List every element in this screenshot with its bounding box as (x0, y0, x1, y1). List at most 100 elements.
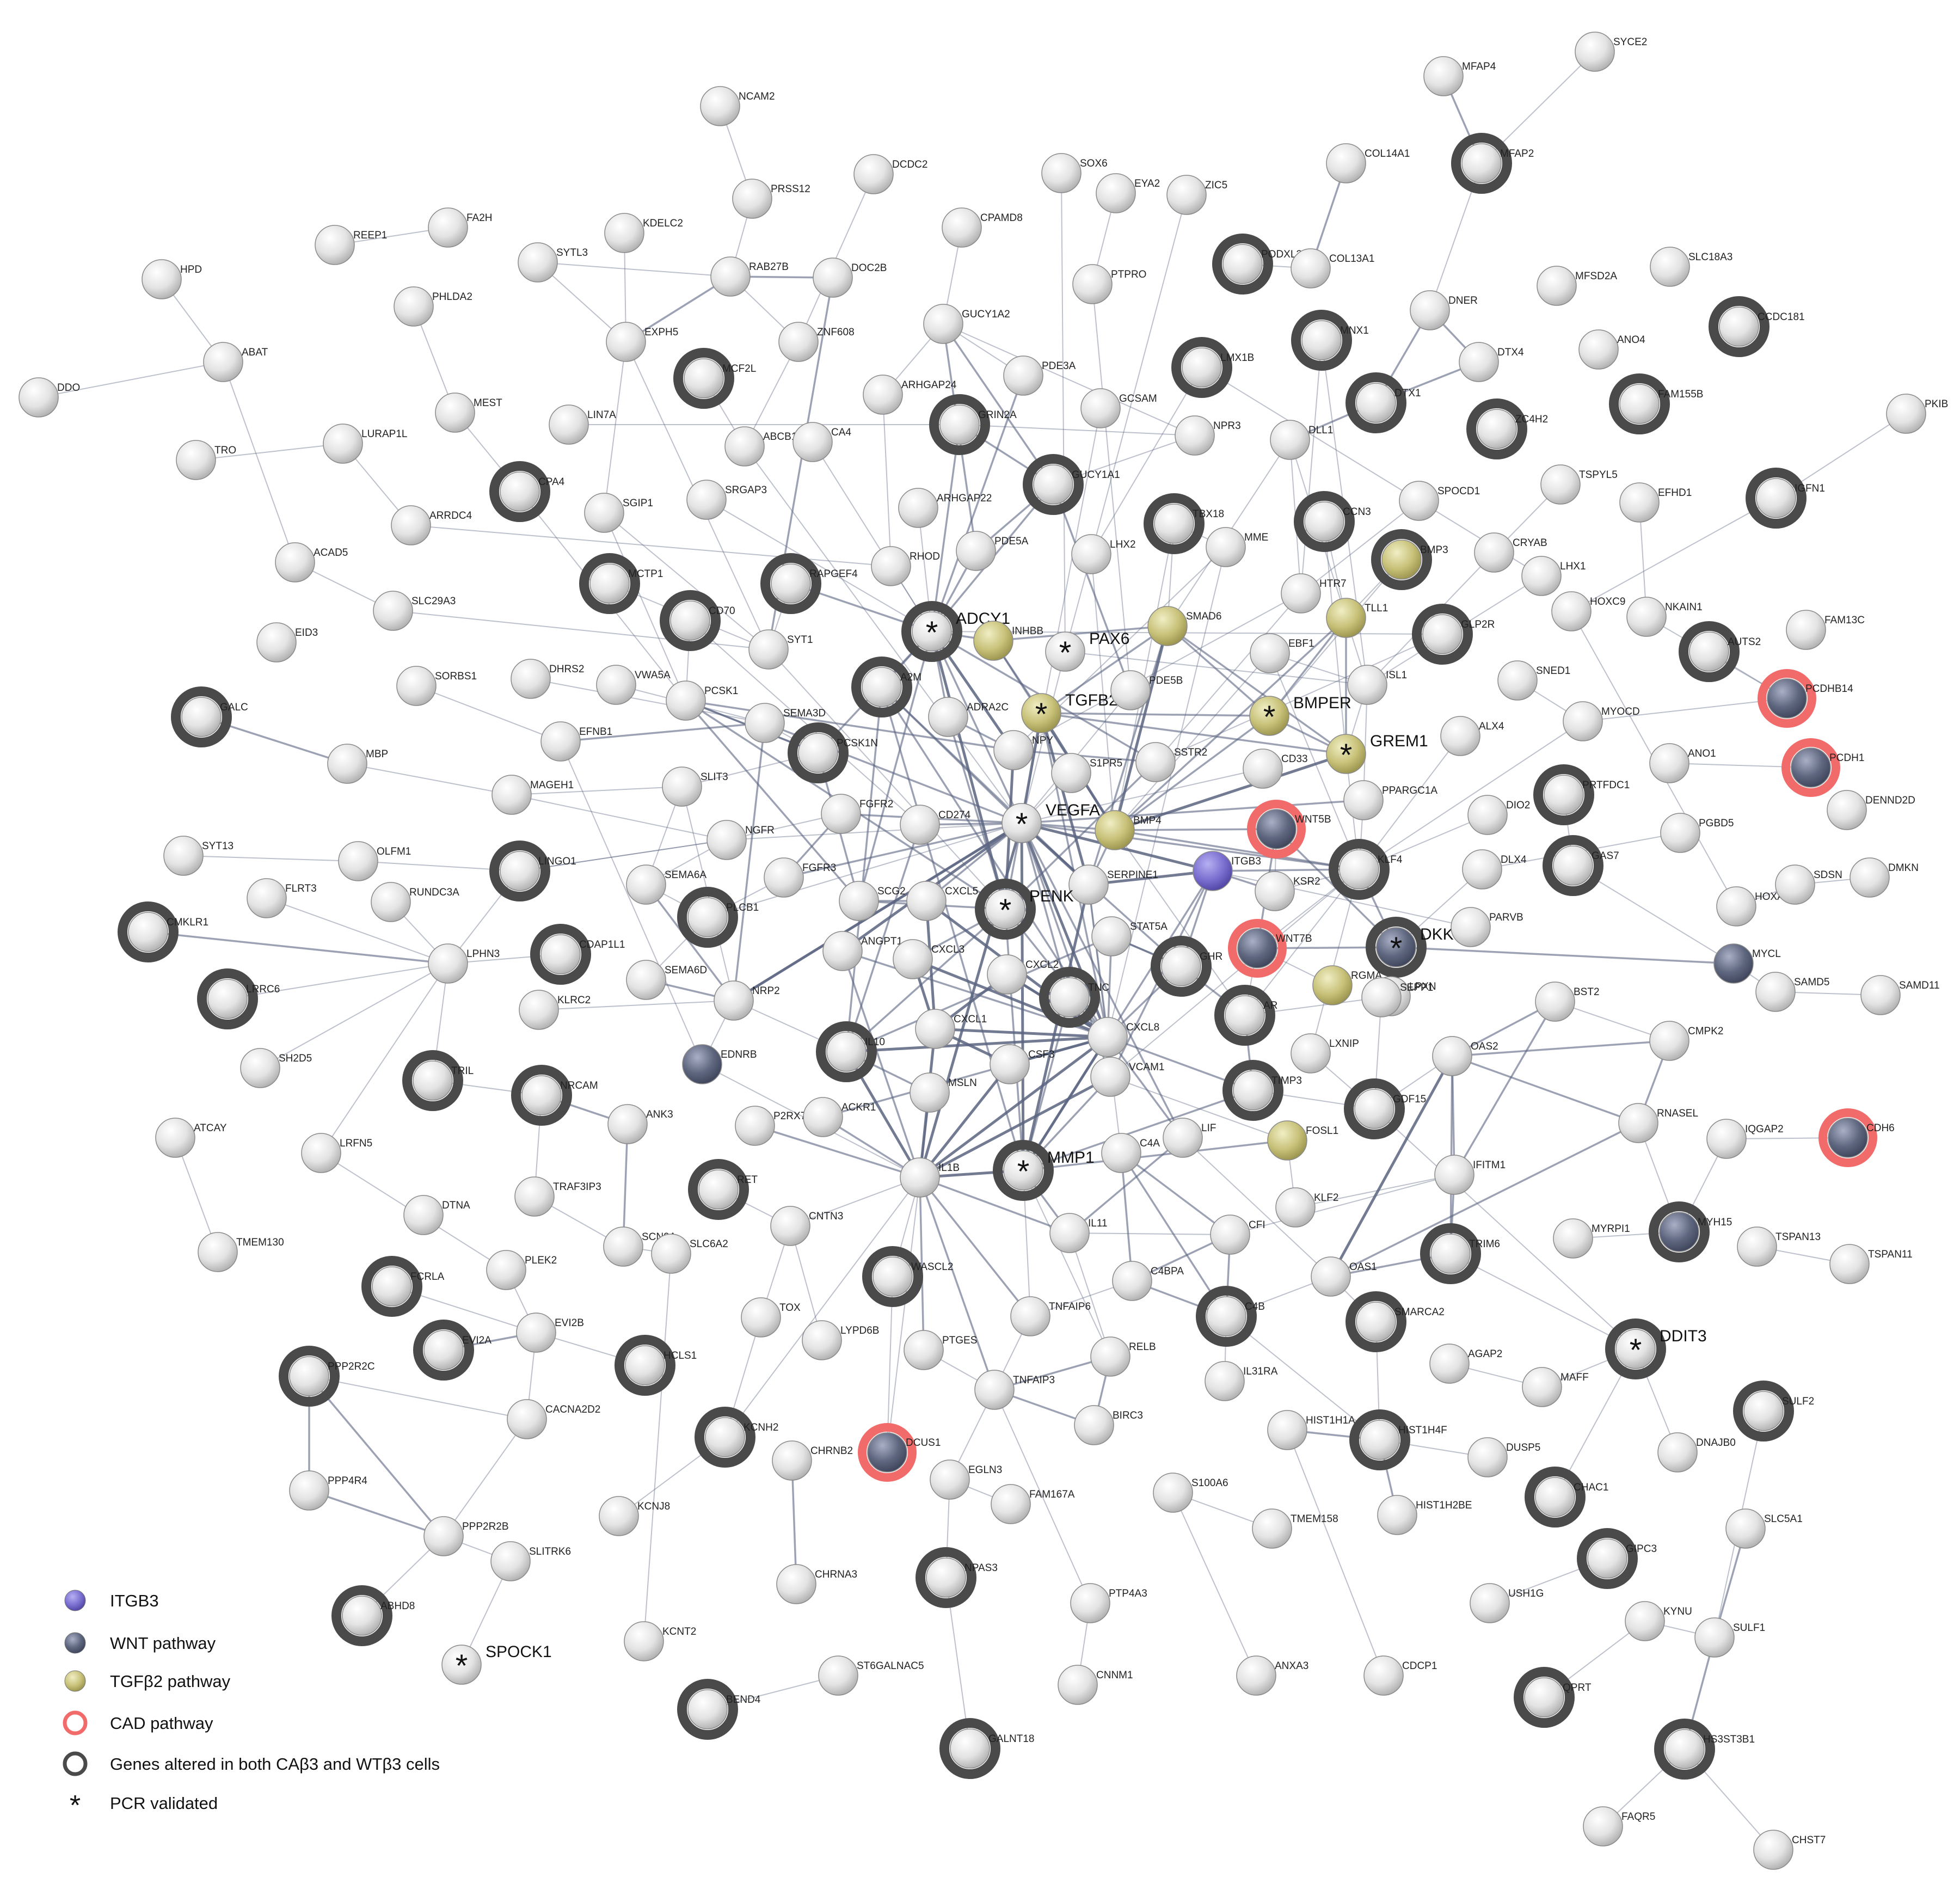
node-ednrb[interactable]: EDNRB (682, 1044, 757, 1084)
node-hoxc9[interactable]: HOXC9 (1551, 591, 1625, 631)
node-ano4[interactable]: ANO4 (1578, 329, 1645, 370)
node-sstr2[interactable]: SSTR2 (1135, 742, 1207, 782)
node-cxcl3[interactable]: CXCL3 (893, 939, 964, 979)
node-efhd1[interactable]: EFHD1 (1619, 482, 1692, 523)
node-anxa3[interactable]: ANXA3 (1236, 1655, 1308, 1696)
node-eid3[interactable]: EID3 (256, 622, 318, 663)
node-s1pr5[interactable]: S1PR5 (1051, 753, 1122, 793)
node-abat[interactable]: ABAT (203, 342, 268, 382)
node-faqr5[interactable]: FAQR5 (1583, 1806, 1655, 1847)
node-vegfa[interactable]: * VEGFA (1001, 801, 1100, 843)
node-mcf2l[interactable]: MCF2L (673, 348, 756, 409)
node-ngfr[interactable]: NGFR (706, 820, 775, 860)
node-fam155b[interactable]: FAM155B (1609, 373, 1703, 434)
node-acad5[interactable]: ACAD5 (275, 542, 348, 582)
node-ret[interactable]: RET (688, 1159, 758, 1220)
node-csf3[interactable]: CSF3 (990, 1044, 1055, 1084)
node-samd11[interactable]: SAMD11 (1860, 975, 1940, 1015)
node-wnt7b[interactable]: WNT7B (1228, 919, 1312, 978)
node-ptp4a3[interactable]: PTP4A3 (1070, 1583, 1147, 1623)
node-tll1[interactable]: TLL1 (1326, 598, 1388, 638)
node-evi2b[interactable]: EVI2B (516, 1312, 584, 1353)
node-bmper[interactable]: * BMPER (1249, 694, 1351, 736)
node-klrc2[interactable]: KLRC2 (519, 990, 591, 1030)
node-slitrk6[interactable]: SLITRK6 (490, 1541, 571, 1581)
node-cryab[interactable]: CRYAB (1474, 532, 1547, 573)
node-ppargc1a[interactable]: PPARGC1A (1343, 780, 1437, 820)
node-ddo[interactable]: DDO (19, 377, 80, 418)
node-cntn3[interactable]: CNTN3 (770, 1206, 843, 1246)
node-lin7a[interactable]: LIN7A (549, 404, 616, 445)
node-syce2[interactable]: SYCE2 (1575, 32, 1647, 72)
node-slit3[interactable]: SLIT3 (662, 766, 728, 807)
node-tgfb2[interactable]: * TGFB2 (1021, 691, 1118, 733)
node-abhd8[interactable]: ABHD8 (331, 1585, 415, 1646)
node-prtfdc1[interactable]: PRTFDC1 (1533, 764, 1630, 825)
node-npy[interactable]: NPY (993, 730, 1053, 770)
node-lurap1l[interactable]: LURAP1L (323, 424, 408, 464)
node-col14a1[interactable]: COL14A1 (1326, 143, 1410, 183)
node-cdh6[interactable]: CDH6 (1818, 1108, 1895, 1167)
node-glp2r[interactable]: GLP2R (1412, 604, 1495, 665)
node-chst7[interactable]: CHST7 (1753, 1830, 1826, 1870)
node-mest[interactable]: MEST (435, 392, 502, 433)
node-chrnb2[interactable]: CHRNB2 (772, 1440, 853, 1481)
node-cmpk2[interactable]: CMPK2 (1649, 1021, 1723, 1061)
node-plek2[interactable]: PLEK2 (486, 1250, 557, 1290)
node-lrrc6[interactable]: LRRC6 (197, 968, 280, 1029)
node-auts2[interactable]: AUTS2 (1679, 621, 1761, 682)
node-parvb[interactable]: PARVB (1451, 907, 1523, 947)
node-phlda2[interactable]: PHLDA2 (394, 286, 472, 327)
node-tnfaip6[interactable]: TNFAIP6 (1010, 1296, 1091, 1336)
node-kynu[interactable]: KYNU (1625, 1601, 1692, 1641)
node-ptges[interactable]: PTGES (904, 1330, 977, 1370)
node-cdap1l1[interactable]: CDAP1L1 (530, 924, 625, 985)
node-egln3[interactable]: EGLN3 (930, 1459, 1002, 1500)
node-gas7[interactable]: GAS7 (1543, 835, 1619, 896)
node-mfsd2a[interactable]: MFSD2A (1537, 266, 1617, 306)
node-tmem130[interactable]: TMEM130 (198, 1232, 284, 1272)
node-birc3[interactable]: BIRC3 (1074, 1405, 1143, 1445)
node-klf2[interactable]: KLF2 (1275, 1187, 1338, 1228)
node-rhod[interactable]: RHOD (871, 546, 940, 586)
node-sytl3[interactable]: SYTL3 (518, 242, 588, 283)
node-tmem158[interactable]: TMEM158 (1252, 1508, 1338, 1549)
node-tox[interactable]: TOX (741, 1297, 801, 1338)
node-isl1[interactable]: ISL1 (1347, 665, 1407, 705)
node-grem1[interactable]: * GREM1 (1326, 732, 1428, 774)
node-dlx4[interactable]: DLX4 (1462, 849, 1527, 890)
node-hist1h2be[interactable]: HIST1H2BE (1377, 1495, 1472, 1535)
node-cxcl5[interactable]: CXCL5 (906, 881, 978, 921)
node-ush1g[interactable]: USH1G (1470, 1583, 1544, 1623)
node-spocd1[interactable]: SPOCD1 (1399, 481, 1480, 521)
node-sepp1[interactable]: SEPP1 (1361, 977, 1433, 1017)
node-cxcl8[interactable]: CXCL8 (1087, 1017, 1159, 1057)
node-lrfn5[interactable]: LRFN5 (301, 1133, 372, 1173)
node-serpine1[interactable]: SERPINE1 (1068, 864, 1158, 905)
node-eya2[interactable]: EYA2 (1096, 173, 1160, 213)
node-dmkn[interactable]: DMKN (1850, 857, 1919, 898)
node-adra2c[interactable]: ADRA2C (928, 697, 1009, 737)
node-dtx4[interactable]: DTX4 (1459, 342, 1524, 382)
node-cxcl1[interactable]: CXCL1 (915, 1009, 987, 1049)
node-maff[interactable]: MAFF (1522, 1367, 1589, 1407)
node-qprt[interactable]: QPRT (1514, 1667, 1592, 1728)
node-mycl[interactable]: MYCL (1713, 943, 1781, 984)
node-sema3d[interactable]: SEMA3D (745, 703, 826, 743)
node-tro[interactable]: TRO (176, 440, 236, 480)
node-npas3[interactable]: NPAS3 (916, 1547, 998, 1608)
node-myrpi1[interactable]: MYRPI1 (1553, 1218, 1630, 1259)
node-grin2a[interactable]: GRIN2A (929, 394, 1017, 455)
node-sox6[interactable]: SOX6 (1041, 153, 1108, 193)
node-mfap4[interactable]: MFAP4 (1423, 56, 1496, 96)
node-galc[interactable]: GALC (171, 686, 248, 747)
node-olfm1[interactable]: OLFM1 (338, 841, 411, 881)
node-scg2[interactable]: SCG2 (839, 881, 906, 921)
node-arhgap22[interactable]: ARHGAP22 (898, 488, 992, 528)
node-ccn3[interactable]: CCN3 (1294, 491, 1371, 552)
node-hist1h1a[interactable]: HIST1H1A (1267, 1410, 1355, 1450)
node-timp3[interactable]: TIMP3 (1222, 1060, 1302, 1121)
node-myh15[interactable]: MYH15 (1649, 1201, 1732, 1262)
node-sned1[interactable]: SNED1 (1497, 660, 1570, 701)
node-rundc3a[interactable]: RUNDC3A (371, 882, 459, 922)
